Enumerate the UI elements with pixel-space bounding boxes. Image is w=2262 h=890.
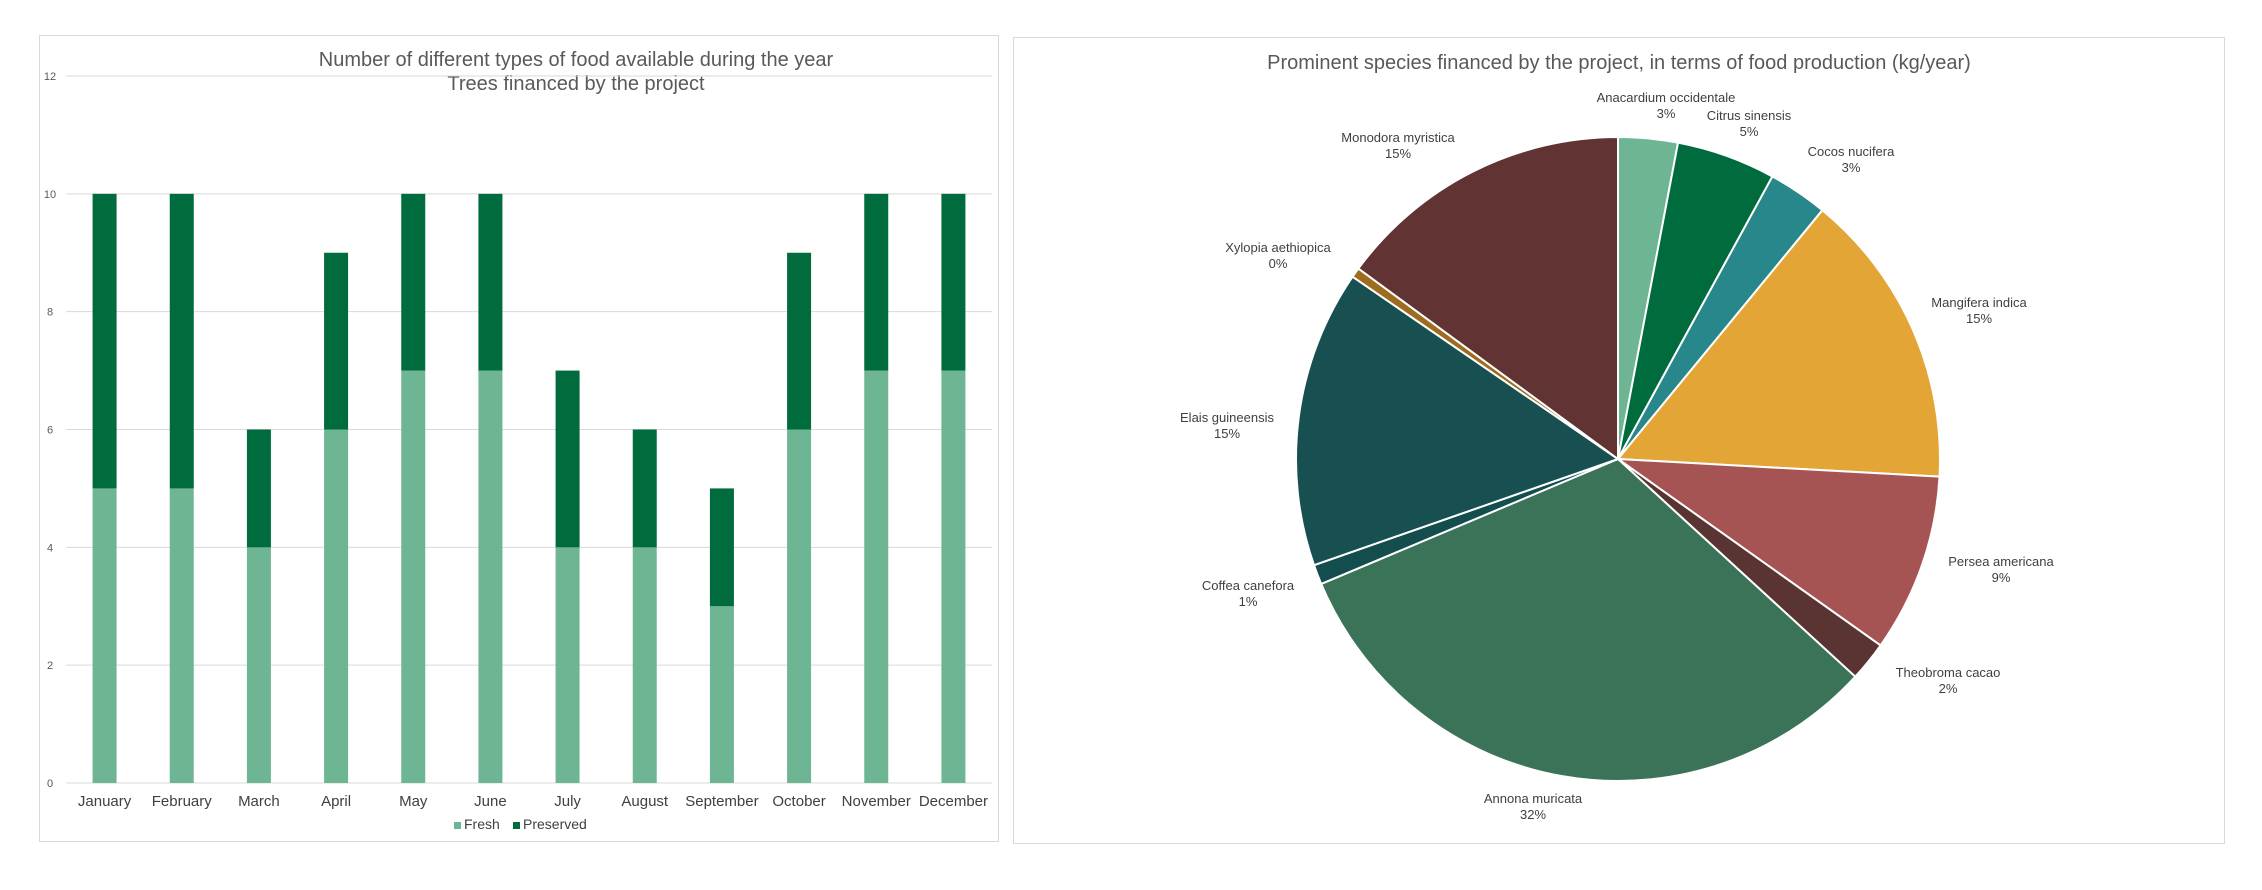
pie-pct-cocos-nucifera: 3% bbox=[1842, 160, 1861, 175]
pie-pct-elais-guineensis: 15% bbox=[1214, 426, 1240, 441]
bar-fresh-september bbox=[709, 606, 734, 783]
x-tick-label: June bbox=[474, 793, 507, 810]
pie-label-citrus-sinensis: Citrus sinensis bbox=[1707, 108, 1792, 123]
bar-preserved-november bbox=[864, 193, 889, 371]
pie-label-theobroma-cacao: Theobroma cacao bbox=[1896, 665, 2001, 680]
pie-label-cocos-nucifera: Cocos nucifera bbox=[1808, 144, 1895, 159]
pie-pct-annona-muricata: 32% bbox=[1520, 807, 1546, 822]
pie-slice-elais-guineensis bbox=[1295, 275, 1621, 567]
pie-slice-monodora-myristica bbox=[1356, 135, 1619, 461]
bar-preserved-march bbox=[246, 429, 271, 548]
x-tick-label: March bbox=[238, 793, 280, 810]
bar-fresh-april bbox=[324, 429, 349, 783]
bar-preserved-december bbox=[941, 193, 966, 371]
bar-preserved-july bbox=[555, 370, 580, 548]
pie-label-xylopia-aethiopica: Xylopia aethiopica bbox=[1225, 240, 1331, 255]
pie-label-anacardium-occidentale: Anacardium occidentale bbox=[1597, 90, 1736, 105]
pie-label-persea-americana: Persea americana bbox=[1948, 554, 2054, 569]
bar-chart-panel: Number of different types of food availa… bbox=[39, 35, 999, 842]
x-tick-label: April bbox=[321, 793, 351, 810]
pie-pct-citrus-sinensis: 5% bbox=[1740, 124, 1759, 139]
bar-preserved-april bbox=[324, 252, 349, 430]
x-tick-label: November bbox=[842, 793, 911, 810]
pie-slice-persea-americana bbox=[1614, 457, 1941, 647]
bar-preserved-september bbox=[709, 488, 734, 607]
pie-chart: Prominent species financed by the projec… bbox=[1180, 52, 2054, 822]
bar-fresh-october bbox=[787, 429, 812, 783]
pie-label-mangifera-indica: Mangifera indica bbox=[1931, 295, 2027, 310]
bar-preserved-january bbox=[92, 193, 117, 489]
bar-chart-subtitle: Trees financed by the project bbox=[447, 73, 705, 95]
pie-label-elais-guineensis: Elais guineensis bbox=[1180, 410, 1274, 425]
pie-label-monodora-myristica: Monodora myristica bbox=[1341, 130, 1455, 145]
legend-label-preserved: Preserved bbox=[523, 816, 587, 832]
pie-pct-persea-americana: 9% bbox=[1992, 570, 2011, 585]
pie-pct-xylopia-aethiopica: 0% bbox=[1269, 256, 1288, 271]
x-tick-label: January bbox=[78, 793, 132, 810]
x-tick-label: October bbox=[772, 793, 825, 810]
bar-fresh-may bbox=[401, 370, 426, 783]
y-tick-label: 10 bbox=[44, 189, 56, 201]
y-tick-label: 12 bbox=[44, 71, 56, 83]
bar-preserved-may bbox=[401, 193, 426, 371]
pie-chart-title: Prominent species financed by the projec… bbox=[1267, 52, 1971, 74]
bar-chart-title: Number of different types of food availa… bbox=[319, 49, 834, 71]
x-tick-label: February bbox=[152, 793, 213, 810]
x-tick-label: July bbox=[554, 793, 581, 810]
pie-slice-annona-muricata bbox=[1319, 457, 1857, 782]
legend-swatch-preserved bbox=[513, 822, 520, 829]
legend-label-fresh: Fresh bbox=[464, 816, 500, 832]
legend-swatch-fresh bbox=[454, 822, 461, 829]
bar-chart: Number of different types of food availa… bbox=[44, 49, 992, 832]
bar-fresh-june bbox=[478, 370, 503, 783]
pie-pct-theobroma-cacao: 2% bbox=[1939, 681, 1958, 696]
x-tick-label: December bbox=[919, 793, 988, 810]
x-tick-label: May bbox=[399, 793, 428, 810]
bar-fresh-july bbox=[555, 547, 580, 783]
y-tick-label: 4 bbox=[47, 542, 53, 554]
pie-label-coffea-canefora: Coffea canefora bbox=[1202, 578, 1295, 593]
bar-fresh-january bbox=[92, 488, 117, 783]
bar-fresh-march bbox=[246, 547, 271, 783]
pie-pct-mangifera-indica: 15% bbox=[1966, 311, 1992, 326]
pie-pct-anacardium-occidentale: 3% bbox=[1657, 106, 1676, 121]
bar-fresh-february bbox=[169, 488, 194, 783]
bar-fresh-november bbox=[864, 370, 889, 783]
pie-chart-panel: Prominent species financed by the projec… bbox=[1013, 37, 2225, 844]
y-tick-label: 6 bbox=[47, 425, 53, 437]
pie-slice-mangifera-indica bbox=[1615, 208, 1941, 478]
bar-preserved-june bbox=[478, 193, 503, 371]
bar-fresh-december bbox=[941, 370, 966, 783]
x-tick-label: September bbox=[685, 793, 758, 810]
y-tick-label: 8 bbox=[47, 307, 53, 319]
bar-fresh-august bbox=[632, 547, 657, 783]
bar-preserved-october bbox=[787, 252, 812, 430]
bar-preserved-august bbox=[632, 429, 657, 548]
x-tick-label: August bbox=[621, 793, 669, 810]
bar-preserved-february bbox=[169, 193, 194, 489]
pie-label-annona-muricata: Annona muricata bbox=[1484, 791, 1583, 806]
pie-pct-monodora-myristica: 15% bbox=[1385, 146, 1411, 161]
y-tick-label: 0 bbox=[47, 778, 53, 790]
y-tick-label: 2 bbox=[47, 660, 53, 672]
pie-pct-coffea-canefora: 1% bbox=[1239, 594, 1258, 609]
